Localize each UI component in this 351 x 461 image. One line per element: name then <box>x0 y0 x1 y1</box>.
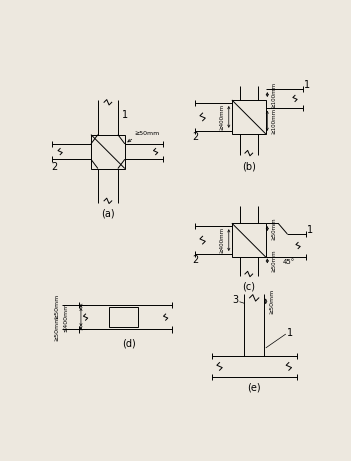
Text: ≥50mm: ≥50mm <box>54 316 59 341</box>
Text: 1: 1 <box>307 225 313 235</box>
Text: ≥100mm: ≥100mm <box>272 108 277 134</box>
Text: ≥50mm: ≥50mm <box>135 131 160 136</box>
Text: ≤400mm: ≤400mm <box>64 302 69 332</box>
Text: 2: 2 <box>192 255 198 265</box>
Bar <box>109 307 138 327</box>
Text: (c): (c) <box>242 281 255 291</box>
Text: ≥100mm: ≥100mm <box>272 82 277 108</box>
Text: ≥400mm: ≥400mm <box>219 104 224 130</box>
Text: ≥50mm: ≥50mm <box>270 289 274 314</box>
Text: ≥50mm: ≥50mm <box>271 249 276 272</box>
Text: (d): (d) <box>122 338 136 349</box>
Text: (a): (a) <box>101 208 115 218</box>
Text: ≥50mm: ≥50mm <box>271 217 276 240</box>
Bar <box>91 135 125 169</box>
Bar <box>232 223 266 257</box>
Bar <box>232 100 266 134</box>
Text: 3: 3 <box>232 295 238 305</box>
Text: 2: 2 <box>51 162 57 172</box>
Text: ≥400mm: ≥400mm <box>219 227 224 253</box>
Text: 45°: 45° <box>283 260 295 266</box>
Text: ≥50mm: ≥50mm <box>54 293 59 319</box>
Text: 1: 1 <box>122 110 128 120</box>
Text: 2: 2 <box>192 132 198 142</box>
Text: 1: 1 <box>287 327 293 337</box>
Text: 1: 1 <box>304 80 310 90</box>
Text: (b): (b) <box>242 161 256 171</box>
Text: (e): (e) <box>247 383 261 393</box>
